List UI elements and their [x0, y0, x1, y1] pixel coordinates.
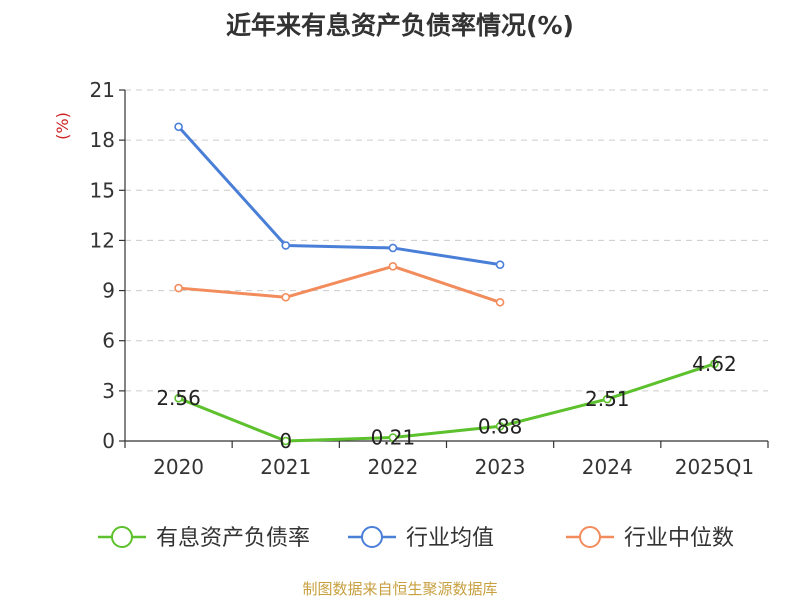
x-tick-label: 2025Q1 — [675, 455, 754, 479]
series-line-3 — [178, 264, 501, 304]
legend-label: 有息资产负债率 — [156, 526, 310, 551]
data-point — [281, 436, 291, 446]
legend-label: 行业均值 — [406, 526, 494, 551]
data-label: 0 — [279, 429, 292, 453]
grid-lines — [125, 89, 768, 392]
legend: 有息资产负债率 行业均值 行业中位数 — [98, 526, 734, 551]
x-tick-label: 2024 — [582, 455, 633, 479]
legend-label: 行业中位数 — [624, 526, 734, 551]
y-tick-label: 6 — [102, 329, 115, 353]
y-tick-label: 9 — [102, 279, 115, 303]
data-point — [174, 122, 183, 132]
y-axis-label: (%) — [53, 112, 72, 140]
data-point — [388, 433, 398, 442]
data-point — [495, 297, 505, 307]
axes: 0 3 6 9 12 15 18 21 2020 2021 2022 2023 2024 2025Q1 — [90, 78, 769, 479]
data-point — [388, 243, 398, 253]
data-label: 2.51 — [585, 387, 630, 411]
legend-swatch-marker — [579, 526, 601, 548]
series-line-2 — [177, 125, 501, 267]
y-tick-label: 21 — [90, 78, 115, 102]
y-tick-label: 0 — [102, 429, 115, 453]
data-label: 4.62 — [692, 352, 737, 376]
series-line-1 — [178, 362, 715, 443]
data-point — [388, 262, 398, 271]
data-label: 0.88 — [478, 414, 523, 438]
legend-swatch-marker — [111, 526, 133, 548]
data-point — [602, 394, 612, 404]
data-point — [174, 393, 183, 403]
data-label: 0.21 — [371, 425, 416, 449]
data-point — [174, 283, 183, 293]
data-point — [281, 241, 291, 250]
data-point — [495, 421, 505, 431]
legend-swatch-marker — [361, 526, 383, 548]
y-tick-label: 15 — [90, 178, 115, 202]
x-tick-label: 2022 — [367, 455, 418, 479]
source-note: 制图数据来自恒生聚源数据库 — [302, 580, 498, 598]
chart-title: 近年来有息资产负债率情况(%) — [226, 11, 574, 40]
x-tick-label: 2020 — [153, 455, 204, 479]
x-tick-label: 2023 — [475, 455, 526, 479]
y-tick-label: 18 — [90, 128, 115, 152]
y-tick-label: 12 — [90, 228, 115, 252]
data-point — [710, 359, 719, 369]
data-labels: 2.56 0 0.21 0.88 2.51 4.62 — [156, 352, 736, 453]
data-label: 2.56 — [156, 386, 201, 410]
series-lines — [174, 122, 719, 446]
data-point — [281, 292, 291, 302]
y-tick-label: 3 — [102, 379, 115, 403]
data-point — [495, 260, 505, 269]
x-tick-label: 2021 — [260, 455, 311, 479]
